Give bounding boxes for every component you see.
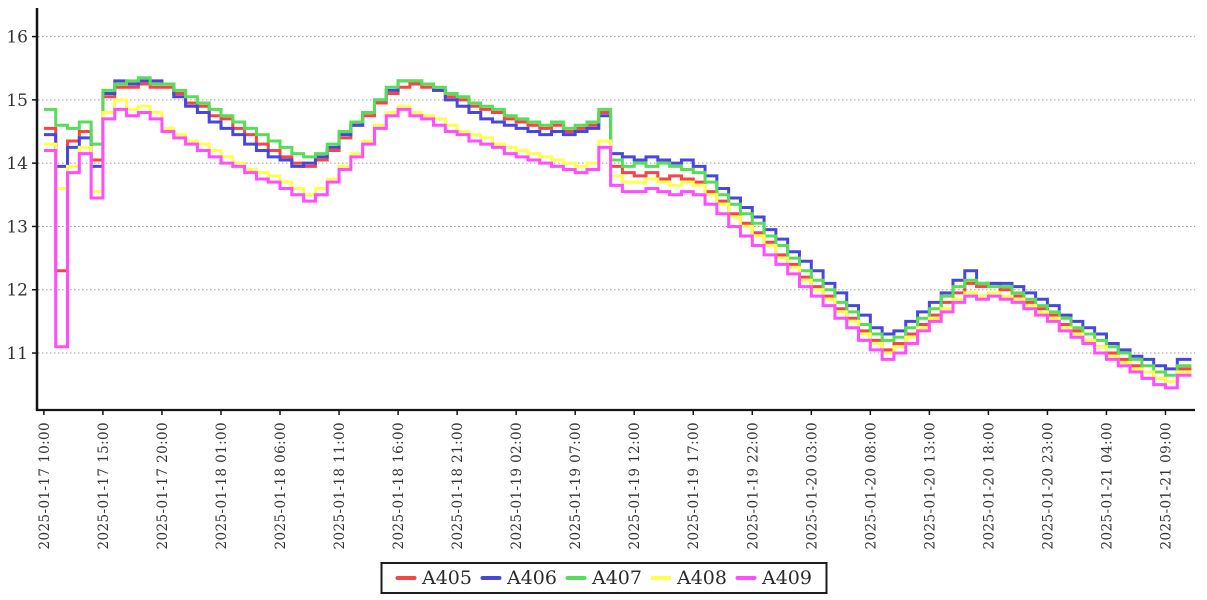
gridlines [38,36,1195,354]
x-tick-label: 2025-01-20 08:00 [863,422,879,549]
series-line-A406 [43,79,1192,371]
legend-swatch-A409 [735,576,756,580]
x-tick-label: 2025-01-19 07:00 [568,422,584,549]
series-line-A409 [43,107,1192,390]
y-tick-label: 11 [6,344,28,364]
x-tick-label: 2025-01-20 03:00 [804,422,820,549]
series-line-A407 [43,76,1192,377]
legend-swatch-A408 [650,576,671,580]
legend: A405 A406 A407 A408 A409 [380,562,827,594]
series-line-A405 [43,82,1192,384]
x-tick-label: 2025-01-21 04:00 [1099,422,1115,549]
chart-canvas: 11 12 13 14 15 16 2025-01-17 10:00 2025-01-17 1… [6,8,1195,550]
y-tick-label: 13 [6,217,28,237]
x-tick-label: 2025-01-18 11:00 [332,422,348,549]
legend-label-A407: A407 [592,567,642,589]
axis-labels: 11 12 13 14 15 16 2025-01-17 10:00 2025-01-17 1… [6,28,1174,550]
legend-swatch-A407 [565,576,586,580]
legend-label-A408: A408 [677,567,727,589]
x-tick-label: 2025-01-18 06:00 [273,422,289,549]
series-line-A408 [43,98,1192,384]
x-tick-label: 2025-01-21 09:00 [1158,422,1174,549]
series-lines [43,76,1192,390]
axes [32,8,1195,415]
x-tick-label: 2025-01-18 01:00 [214,422,230,549]
legend-label-A405: A405 [422,567,472,589]
legend-item-A406: A406 [480,567,557,589]
x-tick-label: 2025-01-20 13:00 [922,422,938,549]
x-tick-label: 2025-01-20 23:00 [1040,422,1056,549]
x-tick-label: 2025-01-17 20:00 [155,422,171,549]
x-tick-label: 2025-01-20 18:00 [981,422,997,549]
legend-label-A409: A409 [762,567,812,589]
x-tick-label: 2025-01-17 15:00 [96,422,112,549]
legend-label-A406: A406 [507,567,557,589]
y-tick-label: 12 [6,281,28,301]
legend-item-A405: A405 [395,567,472,589]
x-tick-label: 2025-01-17 10:00 [37,422,53,549]
y-tick-label: 15 [6,91,28,111]
x-tick-label: 2025-01-19 12:00 [627,422,643,549]
y-tick-label: 16 [6,28,28,48]
legend-item-A408: A408 [650,567,727,589]
x-tick-label: 2025-01-19 17:00 [686,422,702,549]
legend-swatch-A406 [480,576,501,580]
legend-item-A407: A407 [565,567,642,589]
x-tick-label: 2025-01-19 22:00 [745,422,761,549]
x-tick-label: 2025-01-18 21:00 [450,422,466,549]
legend-swatch-A405 [395,576,416,580]
legend-item-A409: A409 [735,567,812,589]
x-tick-label: 2025-01-19 02:00 [509,422,525,549]
x-tick-label: 2025-01-18 16:00 [391,422,407,549]
y-tick-label: 14 [6,154,28,174]
